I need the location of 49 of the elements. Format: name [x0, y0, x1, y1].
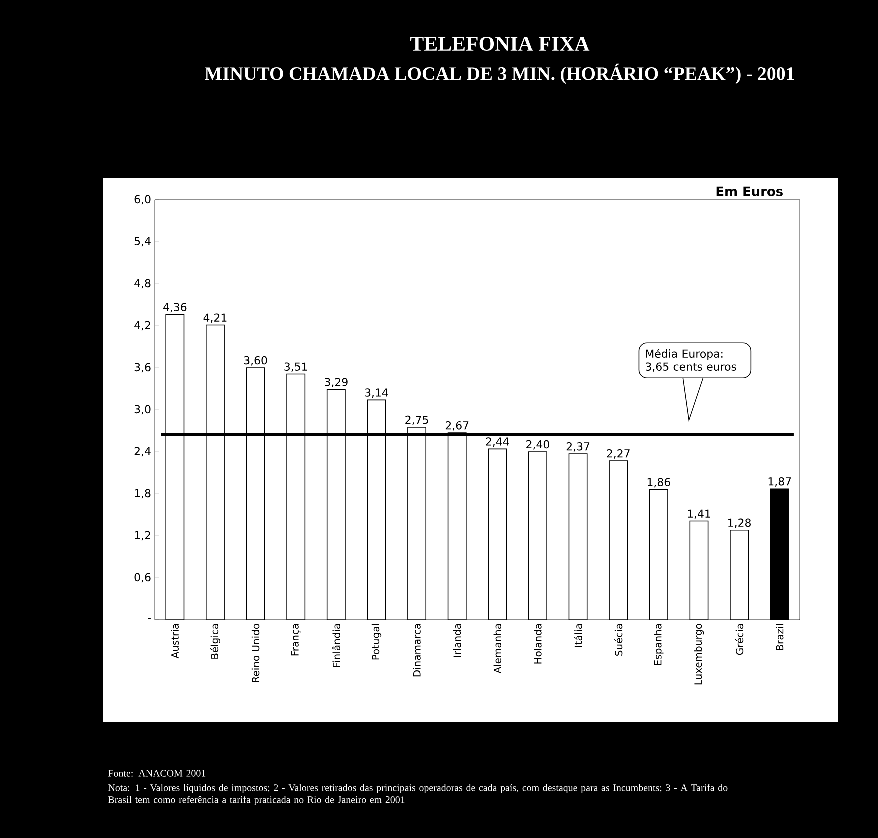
text: Nota: 1 - Valores líquidos de impostos; 2 - Valores retirados das principais operadoras de cada país, com destaque para as Incumbents; 3 - A Tarifa do Brasil tem como referência a tarifa praticada no Rio de Janeiro em 2001 — [108, 784, 728, 806]
data-label: 1,87 — [768, 477, 792, 487]
x-tick-label: França — [292, 624, 301, 656]
data-label: 3,14 — [365, 388, 388, 398]
y-tick-label: 4,2 — [134, 321, 150, 331]
y-axis-title: Em Euros — [716, 186, 783, 196]
data-label: 4,21 — [204, 314, 227, 324]
y-tick-label: 0,6 — [134, 573, 151, 583]
y-tick-label: 2,4 — [134, 447, 151, 457]
chart-title: TELEFONIA FIXA — [410, 36, 590, 52]
y-tick-label: - — [148, 618, 151, 620]
x-tick-label: Luxemburgo — [694, 624, 704, 685]
data-label: 3,51 — [284, 362, 308, 372]
y-tick-label: 4,8 — [134, 279, 151, 289]
chart-subtitle: MINUTO CHAMADA LOCAL DE 3 MIN. (HORÁRIO “PEAK”) - 2001 — [205, 64, 794, 84]
annotation: Média Europa: 3,65 cents euros — [646, 349, 736, 372]
x-tick-label: Suécia — [614, 624, 623, 656]
y-tick-label: 3,0 — [134, 405, 151, 415]
x-tick-label: Alemanha — [494, 624, 502, 674]
data-label: 2,44 — [486, 438, 510, 447]
y-tick-label: 6,0 — [134, 195, 151, 205]
data-label: 2,27 — [607, 449, 630, 459]
data-label: 4,36 — [163, 303, 187, 313]
x-tick-label: Dinamarca — [413, 624, 421, 677]
data-label: 2,75 — [406, 416, 428, 426]
source-note: Fonte: ANACOM 2001 — [108, 770, 206, 777]
data-label: 2,37 — [566, 442, 590, 452]
x-tick-label: Finlândia — [332, 624, 340, 667]
y-tick-label: 1,2 — [135, 531, 150, 541]
data-label: 1,28 — [728, 518, 751, 528]
x-tick-label: Potugal — [372, 624, 382, 660]
data-label: 3,29 — [325, 378, 348, 388]
data-label: 2,40 — [526, 440, 550, 450]
data-label: 1,41 — [688, 510, 710, 520]
x-tick-label: Austria — [171, 624, 180, 659]
y-tick-label: 1,8 — [135, 489, 151, 499]
x-tick-label: Grécia — [735, 624, 744, 656]
x-tick-label: Itália — [574, 624, 582, 648]
y-tick-label: 3,6 — [134, 363, 151, 373]
x-tick-label: Reino Unido — [252, 624, 260, 682]
data-label: 1,86 — [648, 478, 670, 488]
x-tick-label: Holanda — [534, 624, 542, 664]
x-tick-label: Espanha — [654, 624, 664, 666]
data-label: 2,67 — [446, 421, 469, 431]
x-tick-label: Irlanda — [453, 624, 462, 658]
y-tick-label: 5,4 — [134, 237, 151, 247]
x-tick-label: Brazil — [776, 624, 784, 650]
x-tick-label: Bélgica — [210, 624, 221, 659]
data-label: 3,60 — [244, 356, 268, 366]
